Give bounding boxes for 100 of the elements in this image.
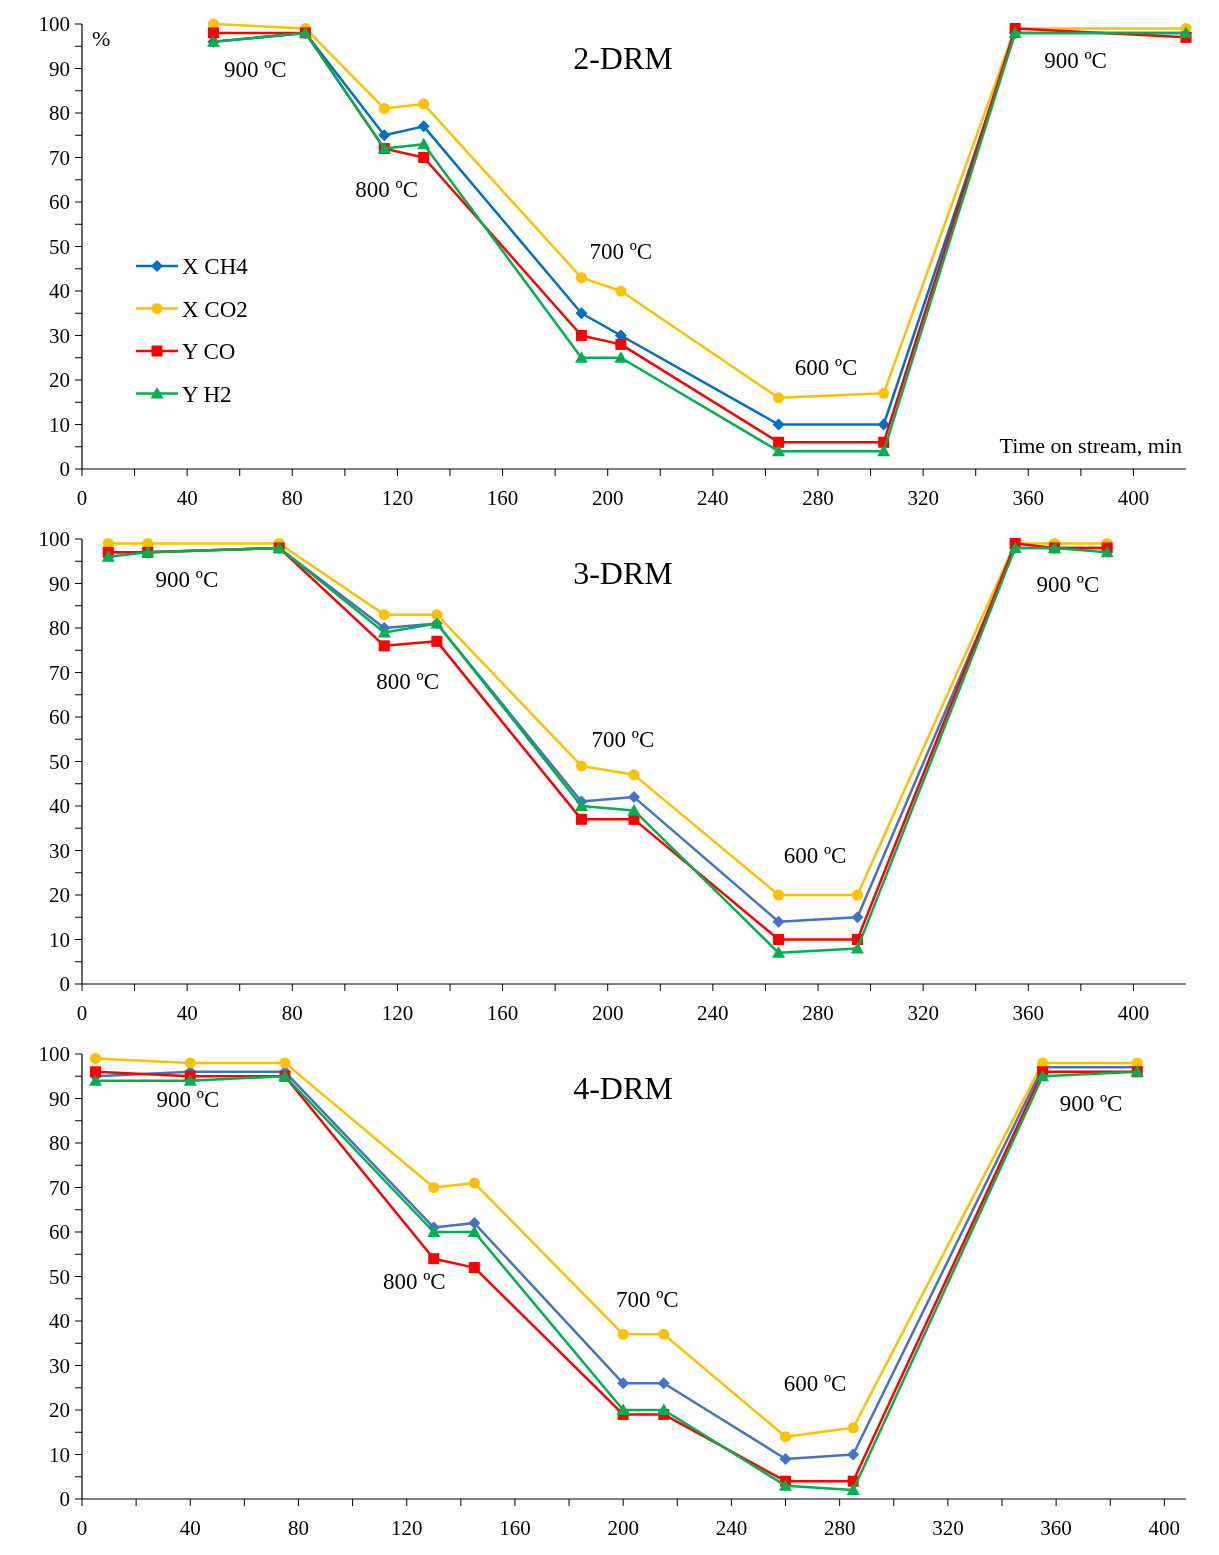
point	[575, 330, 587, 341]
point	[279, 1057, 291, 1069]
annotation: 700 ºC	[591, 727, 655, 753]
point	[431, 609, 443, 621]
y-tick-label: 90	[49, 571, 70, 596]
point	[657, 1403, 671, 1415]
point	[377, 625, 391, 638]
x-tick-label: 160	[486, 486, 519, 510]
x-tick-label: 120	[381, 1001, 414, 1025]
point	[378, 609, 390, 621]
point	[779, 1479, 793, 1491]
point	[846, 1483, 860, 1496]
point	[773, 392, 785, 404]
x-tick-label: 360	[1040, 1516, 1072, 1540]
point	[183, 1074, 197, 1086]
x-tick-label: 400	[1117, 486, 1150, 510]
legend-label: Y CO	[182, 339, 236, 365]
point	[772, 946, 786, 958]
point	[418, 152, 430, 163]
y-tick-label: 60	[49, 190, 70, 215]
point	[617, 1328, 629, 1340]
annotation: 600 ºC	[794, 354, 858, 380]
point	[847, 1448, 860, 1461]
y-tick-label: 70	[49, 660, 70, 685]
y-tick-label: 20	[49, 883, 70, 908]
y-tick-label: 20	[49, 1398, 70, 1423]
annotation: 900 ºC	[1059, 1091, 1123, 1116]
point	[614, 351, 628, 363]
text: 3-DRM	[573, 555, 673, 591]
y-tick-label: 50	[49, 234, 70, 259]
point	[1036, 1069, 1050, 1082]
x-tick-label: 320	[932, 1516, 964, 1540]
point	[773, 436, 785, 448]
point	[428, 1182, 440, 1193]
x-tick-label: 360	[1012, 1001, 1045, 1025]
point	[773, 889, 785, 901]
point	[575, 760, 587, 772]
x-tick-label: 320	[907, 1001, 939, 1025]
y-tick-label: 100	[38, 12, 70, 37]
y-tick-label: 40	[49, 279, 70, 304]
point	[878, 387, 890, 399]
point	[467, 1225, 481, 1237]
point	[657, 1377, 670, 1390]
x-tick-label: 280	[823, 1516, 856, 1540]
x-tick-label: 400	[1148, 1516, 1181, 1540]
y-tick-label: 90	[49, 56, 70, 81]
annotation: 700 ºC	[589, 239, 653, 264]
point	[417, 137, 431, 150]
point	[877, 418, 890, 431]
point	[850, 941, 864, 954]
x-tick-label: 80	[287, 1516, 309, 1540]
point	[417, 120, 430, 133]
x-tick-label: 160	[486, 1001, 519, 1025]
annotation: 700 ºC	[615, 1286, 679, 1312]
x-tick-label: 400	[1117, 1001, 1150, 1025]
point	[628, 791, 640, 804]
point	[89, 1074, 103, 1086]
point	[427, 1225, 441, 1237]
y-tick-label: 40	[49, 1309, 70, 1334]
x-tick-label: 240	[697, 1001, 729, 1025]
annotation: 900 ºC	[1044, 47, 1107, 73]
y-tick-label: 50	[49, 749, 70, 774]
legend-label: Y H2	[182, 381, 232, 407]
y-tick-label: 0	[59, 1487, 70, 1512]
point	[772, 915, 785, 928]
point	[772, 418, 785, 431]
x-tick-label: 360	[1012, 486, 1045, 510]
y-tick-label: 50	[49, 1264, 70, 1289]
y-tick-label: 20	[49, 368, 70, 393]
y-tick-label: 80	[49, 1131, 70, 1156]
annotation: 600 ºC	[783, 1371, 847, 1397]
y-tick-label: 90	[49, 1086, 70, 1111]
y-tick-label: 60	[49, 1220, 70, 1245]
y-tick-label: 80	[49, 616, 70, 641]
legend-label: X CO2	[182, 296, 248, 322]
text: 2-DRM	[573, 40, 673, 76]
point	[468, 1177, 480, 1189]
point	[658, 1328, 670, 1340]
x-tick-label: 280	[802, 486, 834, 510]
point	[418, 98, 430, 110]
point	[90, 1052, 102, 1064]
x-tick-label: 0	[76, 1001, 88, 1025]
annotation: 900 ºC	[223, 56, 287, 82]
point	[851, 911, 864, 924]
point	[773, 934, 785, 945]
point	[772, 444, 786, 457]
point	[615, 338, 627, 350]
point	[431, 635, 443, 647]
point	[378, 129, 391, 142]
point	[1100, 545, 1114, 558]
y-tick-label: 10	[49, 1442, 70, 1467]
x-tick-label: 80	[281, 1001, 303, 1025]
y-axis-title: %	[92, 26, 111, 51]
x-tick-label: 240	[697, 486, 729, 510]
point	[428, 1253, 440, 1265]
point	[574, 799, 588, 811]
legend-label: X CH4	[182, 254, 249, 280]
point	[184, 1057, 196, 1069]
y-tick-label: 30	[49, 323, 70, 348]
point	[617, 1377, 630, 1390]
